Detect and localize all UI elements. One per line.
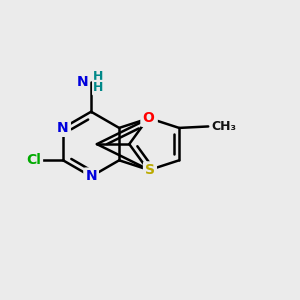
Text: H: H bbox=[93, 81, 104, 94]
Text: N: N bbox=[85, 169, 97, 184]
Text: N: N bbox=[144, 111, 156, 125]
Text: O: O bbox=[142, 111, 154, 125]
Text: N: N bbox=[76, 75, 88, 89]
Text: S: S bbox=[145, 163, 155, 177]
Text: N: N bbox=[57, 121, 69, 135]
Text: CH₃: CH₃ bbox=[211, 120, 236, 133]
Text: Cl: Cl bbox=[26, 153, 41, 167]
Text: H: H bbox=[93, 70, 104, 83]
